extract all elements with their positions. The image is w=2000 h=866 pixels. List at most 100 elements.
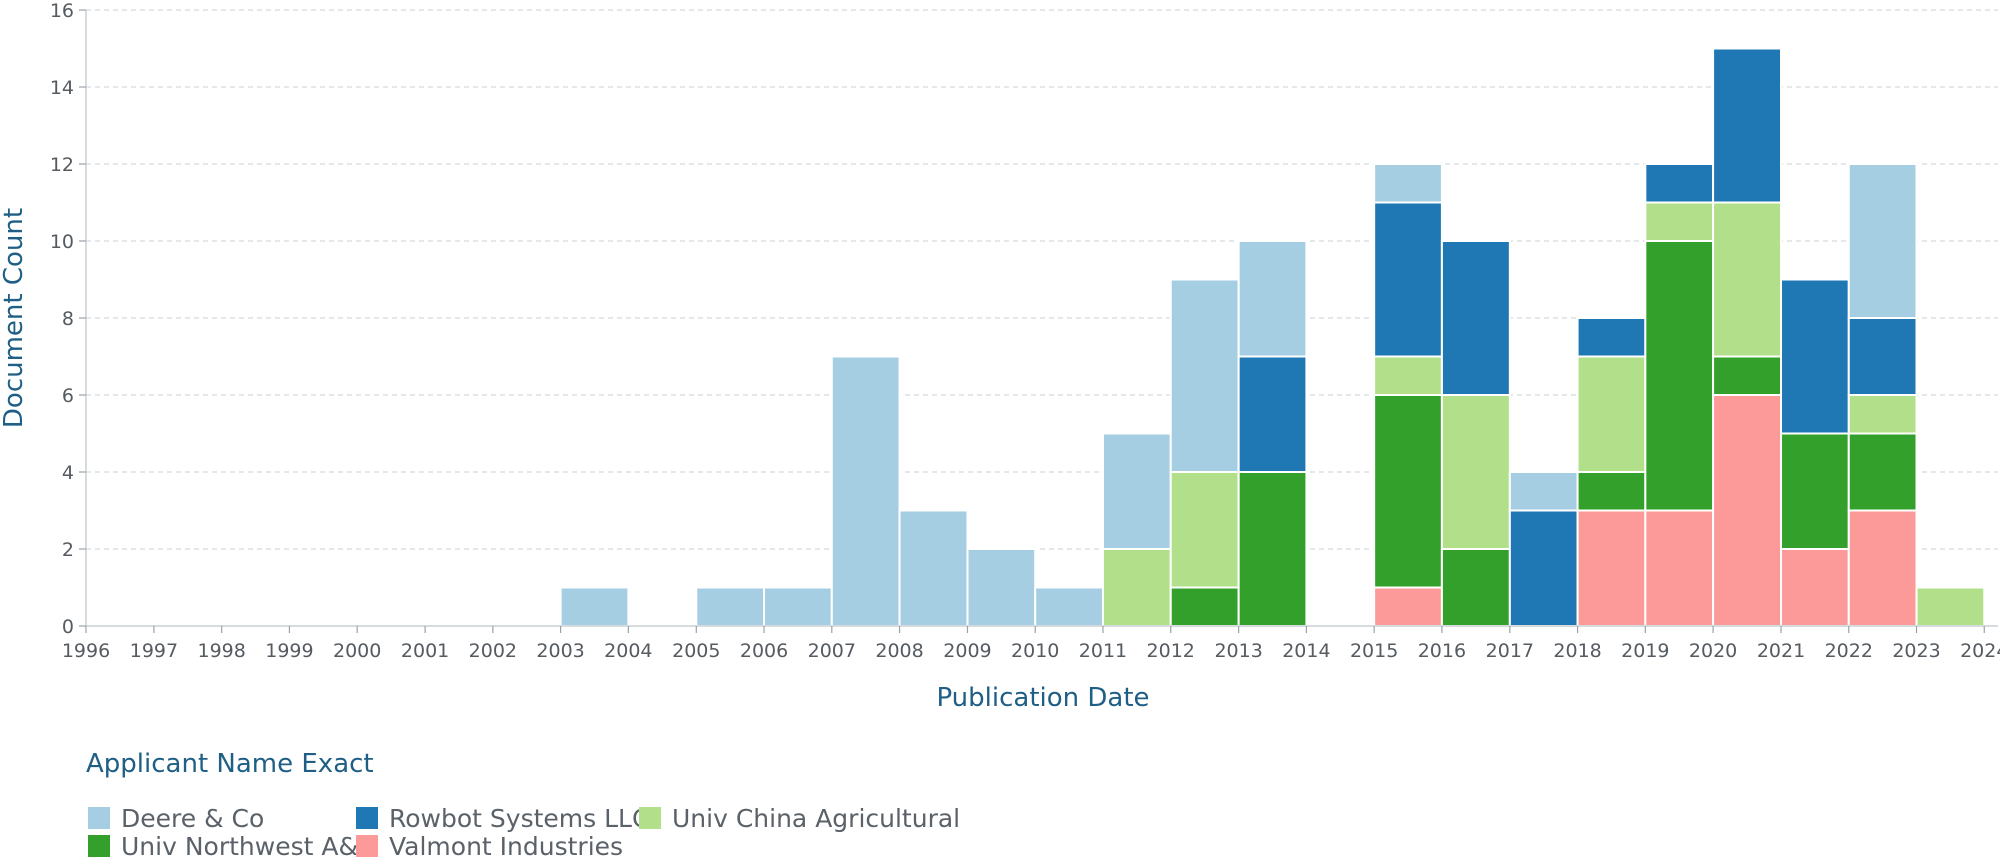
- x-tick-label: 2013: [1214, 640, 1262, 662]
- legend-swatch: [356, 807, 378, 829]
- x-tick-label: 2011: [1079, 640, 1127, 662]
- x-axis-title: Publication Date: [936, 683, 1149, 713]
- x-tick-label: 1999: [265, 640, 313, 662]
- legend-swatch: [639, 807, 661, 829]
- bar-segment: [1917, 588, 1985, 627]
- y-tick-label: 12: [50, 154, 74, 176]
- x-tick-label: 2019: [1621, 640, 1669, 662]
- bar-segment: [1578, 357, 1646, 473]
- x-tick-label: 2000: [333, 640, 381, 662]
- legend-label: Univ China Agricultural: [672, 804, 960, 833]
- bar-segment: [1035, 588, 1103, 627]
- bar-segment: [1239, 472, 1307, 626]
- x-tick-label: 2014: [1282, 640, 1330, 662]
- bar-segment: [832, 357, 900, 627]
- legend-label: Deere & Co: [121, 804, 264, 833]
- bar-segment: [1645, 164, 1713, 203]
- x-tick-label: 1996: [62, 640, 110, 662]
- bar-segment: [1374, 395, 1442, 588]
- x-ticks: 1996 1997 1998 1999 2000 2001 2002 2003 2004 2005…: [62, 626, 2000, 662]
- y-tick-label: 16: [50, 0, 74, 22]
- bar-segment: [1849, 511, 1917, 627]
- bar-segment: [1239, 241, 1307, 357]
- legend: Applicant Name Exact Deere & Co Rowbot Sy…: [86, 749, 960, 861]
- bar-segment: [1171, 280, 1239, 473]
- x-tick-label: 1997: [130, 640, 178, 662]
- bar-segment: [1645, 511, 1713, 627]
- x-tick-label: 2022: [1825, 640, 1873, 662]
- x-tick-label: 2004: [604, 640, 652, 662]
- bar-segment: [1645, 203, 1713, 242]
- bar-segment: [1510, 511, 1578, 627]
- bar-segment: [900, 511, 968, 627]
- x-tick-label: 2024: [1960, 640, 2000, 662]
- bar-segment: [1713, 203, 1781, 357]
- bar-segment: [1510, 472, 1578, 511]
- bar-segment: [1171, 588, 1239, 627]
- x-tick-label: 2008: [875, 640, 923, 662]
- x-tick-label: 2017: [1486, 640, 1534, 662]
- bar-segment: [1374, 164, 1442, 203]
- bar-segment: [1849, 318, 1917, 395]
- y-tick-label: 0: [62, 616, 74, 638]
- bar-segment: [1713, 357, 1781, 396]
- bar-segment: [1645, 241, 1713, 511]
- y-tick-label: 2: [62, 539, 74, 561]
- legend-label: Valmont Industries: [389, 832, 623, 861]
- bar-segment: [1781, 434, 1849, 550]
- y-tick-label: 8: [62, 308, 74, 330]
- y-tick-label: 10: [50, 231, 74, 253]
- bar-segment: [1442, 549, 1510, 626]
- bar-segment: [1849, 164, 1917, 318]
- legend-label: Rowbot Systems LLC: [389, 804, 649, 833]
- bar-segment: [1849, 434, 1917, 511]
- bar-segment: [1374, 588, 1442, 627]
- bar-segment: [1442, 395, 1510, 549]
- bar-segment: [1781, 549, 1849, 626]
- bar-segment: [1374, 203, 1442, 357]
- x-tick-label: 2015: [1350, 640, 1398, 662]
- y-axis-title: Document Count: [0, 208, 29, 428]
- y-tick-label: 14: [50, 77, 74, 99]
- bars: [561, 49, 1985, 627]
- x-tick-label: 1998: [198, 640, 246, 662]
- legend-title: Applicant Name Exact: [86, 749, 374, 779]
- bar-segment: [1103, 549, 1171, 626]
- x-tick-label: 2016: [1418, 640, 1466, 662]
- y-ticks: 0246810121416: [50, 0, 86, 638]
- bar-segment: [1713, 395, 1781, 626]
- bar-segment: [1781, 280, 1849, 434]
- bar-segment: [696, 588, 764, 627]
- x-tick-label: 2006: [740, 640, 788, 662]
- legend-swatch: [356, 835, 378, 857]
- x-tick-label: 2007: [808, 640, 856, 662]
- bar-segment: [1578, 318, 1646, 357]
- legend-swatch: [88, 835, 110, 857]
- bar-segment: [1239, 357, 1307, 473]
- x-tick-label: 2001: [401, 640, 449, 662]
- legend-swatch: [88, 807, 110, 829]
- x-tick-label: 2012: [1147, 640, 1195, 662]
- bar-segment: [1374, 357, 1442, 396]
- bar-segment: [1849, 395, 1917, 434]
- bar-segment: [764, 588, 832, 627]
- x-tick-label: 2023: [1892, 640, 1940, 662]
- y-tick-label: 6: [62, 385, 74, 407]
- x-tick-label: 2018: [1553, 640, 1601, 662]
- bar-segment: [1171, 472, 1239, 588]
- x-tick-label: 2002: [469, 640, 517, 662]
- legend-items: Deere & Co Rowbot Systems LLC Univ China A…: [88, 804, 960, 861]
- bar-segment: [1713, 49, 1781, 203]
- legend-label: Univ Northwest A&f: [121, 832, 368, 861]
- x-tick-label: 2020: [1689, 640, 1737, 662]
- x-tick-label: 2021: [1757, 640, 1805, 662]
- x-tick-label: 2010: [1011, 640, 1059, 662]
- bar-segment: [967, 549, 1035, 626]
- x-tick-label: 2005: [672, 640, 720, 662]
- x-tick-label: 2009: [943, 640, 991, 662]
- bar-segment: [1103, 434, 1171, 550]
- bar-segment: [561, 588, 629, 627]
- x-tick-label: 2003: [536, 640, 584, 662]
- bar-segment: [1442, 241, 1510, 395]
